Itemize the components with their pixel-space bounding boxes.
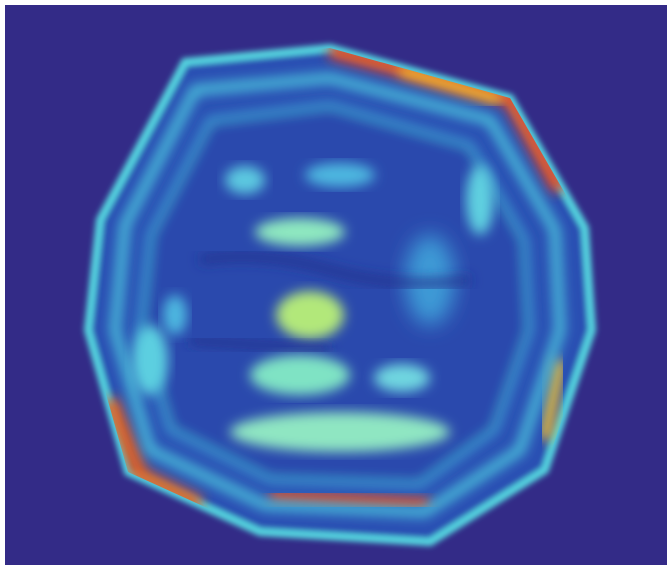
hot-edge xyxy=(327,48,568,194)
blob xyxy=(276,291,344,339)
warm-edge xyxy=(398,65,502,105)
specimen xyxy=(83,43,597,547)
blob xyxy=(466,165,494,235)
blob xyxy=(132,325,168,395)
blob xyxy=(225,166,265,194)
blob xyxy=(230,412,450,452)
hot-edge xyxy=(269,488,431,512)
ring xyxy=(109,72,566,518)
interior xyxy=(102,48,568,518)
crease xyxy=(189,336,331,354)
blob xyxy=(255,218,345,246)
blob xyxy=(163,295,187,335)
blob xyxy=(374,364,430,392)
blob xyxy=(250,355,350,395)
ring xyxy=(136,101,534,489)
blob xyxy=(305,163,375,187)
crease xyxy=(199,252,471,288)
hot-edge xyxy=(102,397,204,513)
warm-edge xyxy=(539,358,566,442)
